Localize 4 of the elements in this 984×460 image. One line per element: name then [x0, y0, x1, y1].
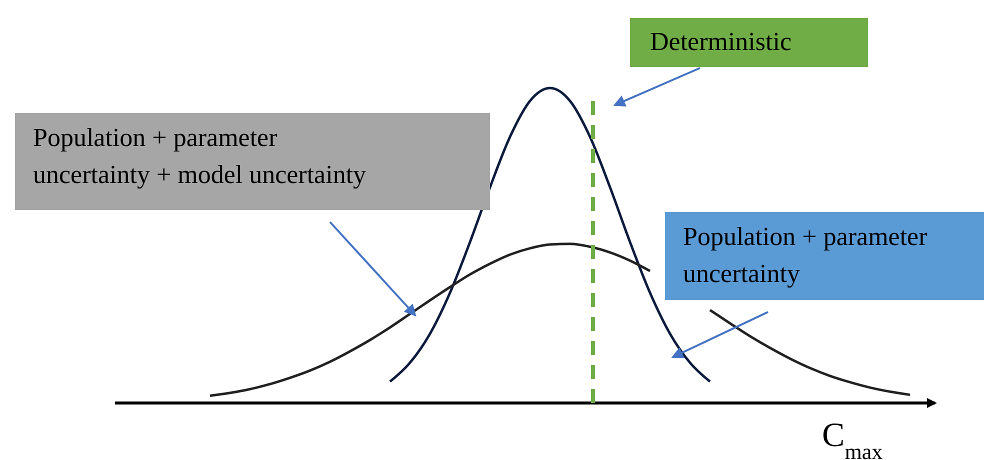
series-label: Population + parameter uncertainty: [683, 222, 928, 288]
x-axis-title: C$_{max}$: [822, 417, 883, 460]
text: Population + parameter uncertainty + model uncertainty: [33, 123, 366, 189]
text: Deterministic: [650, 27, 792, 56]
